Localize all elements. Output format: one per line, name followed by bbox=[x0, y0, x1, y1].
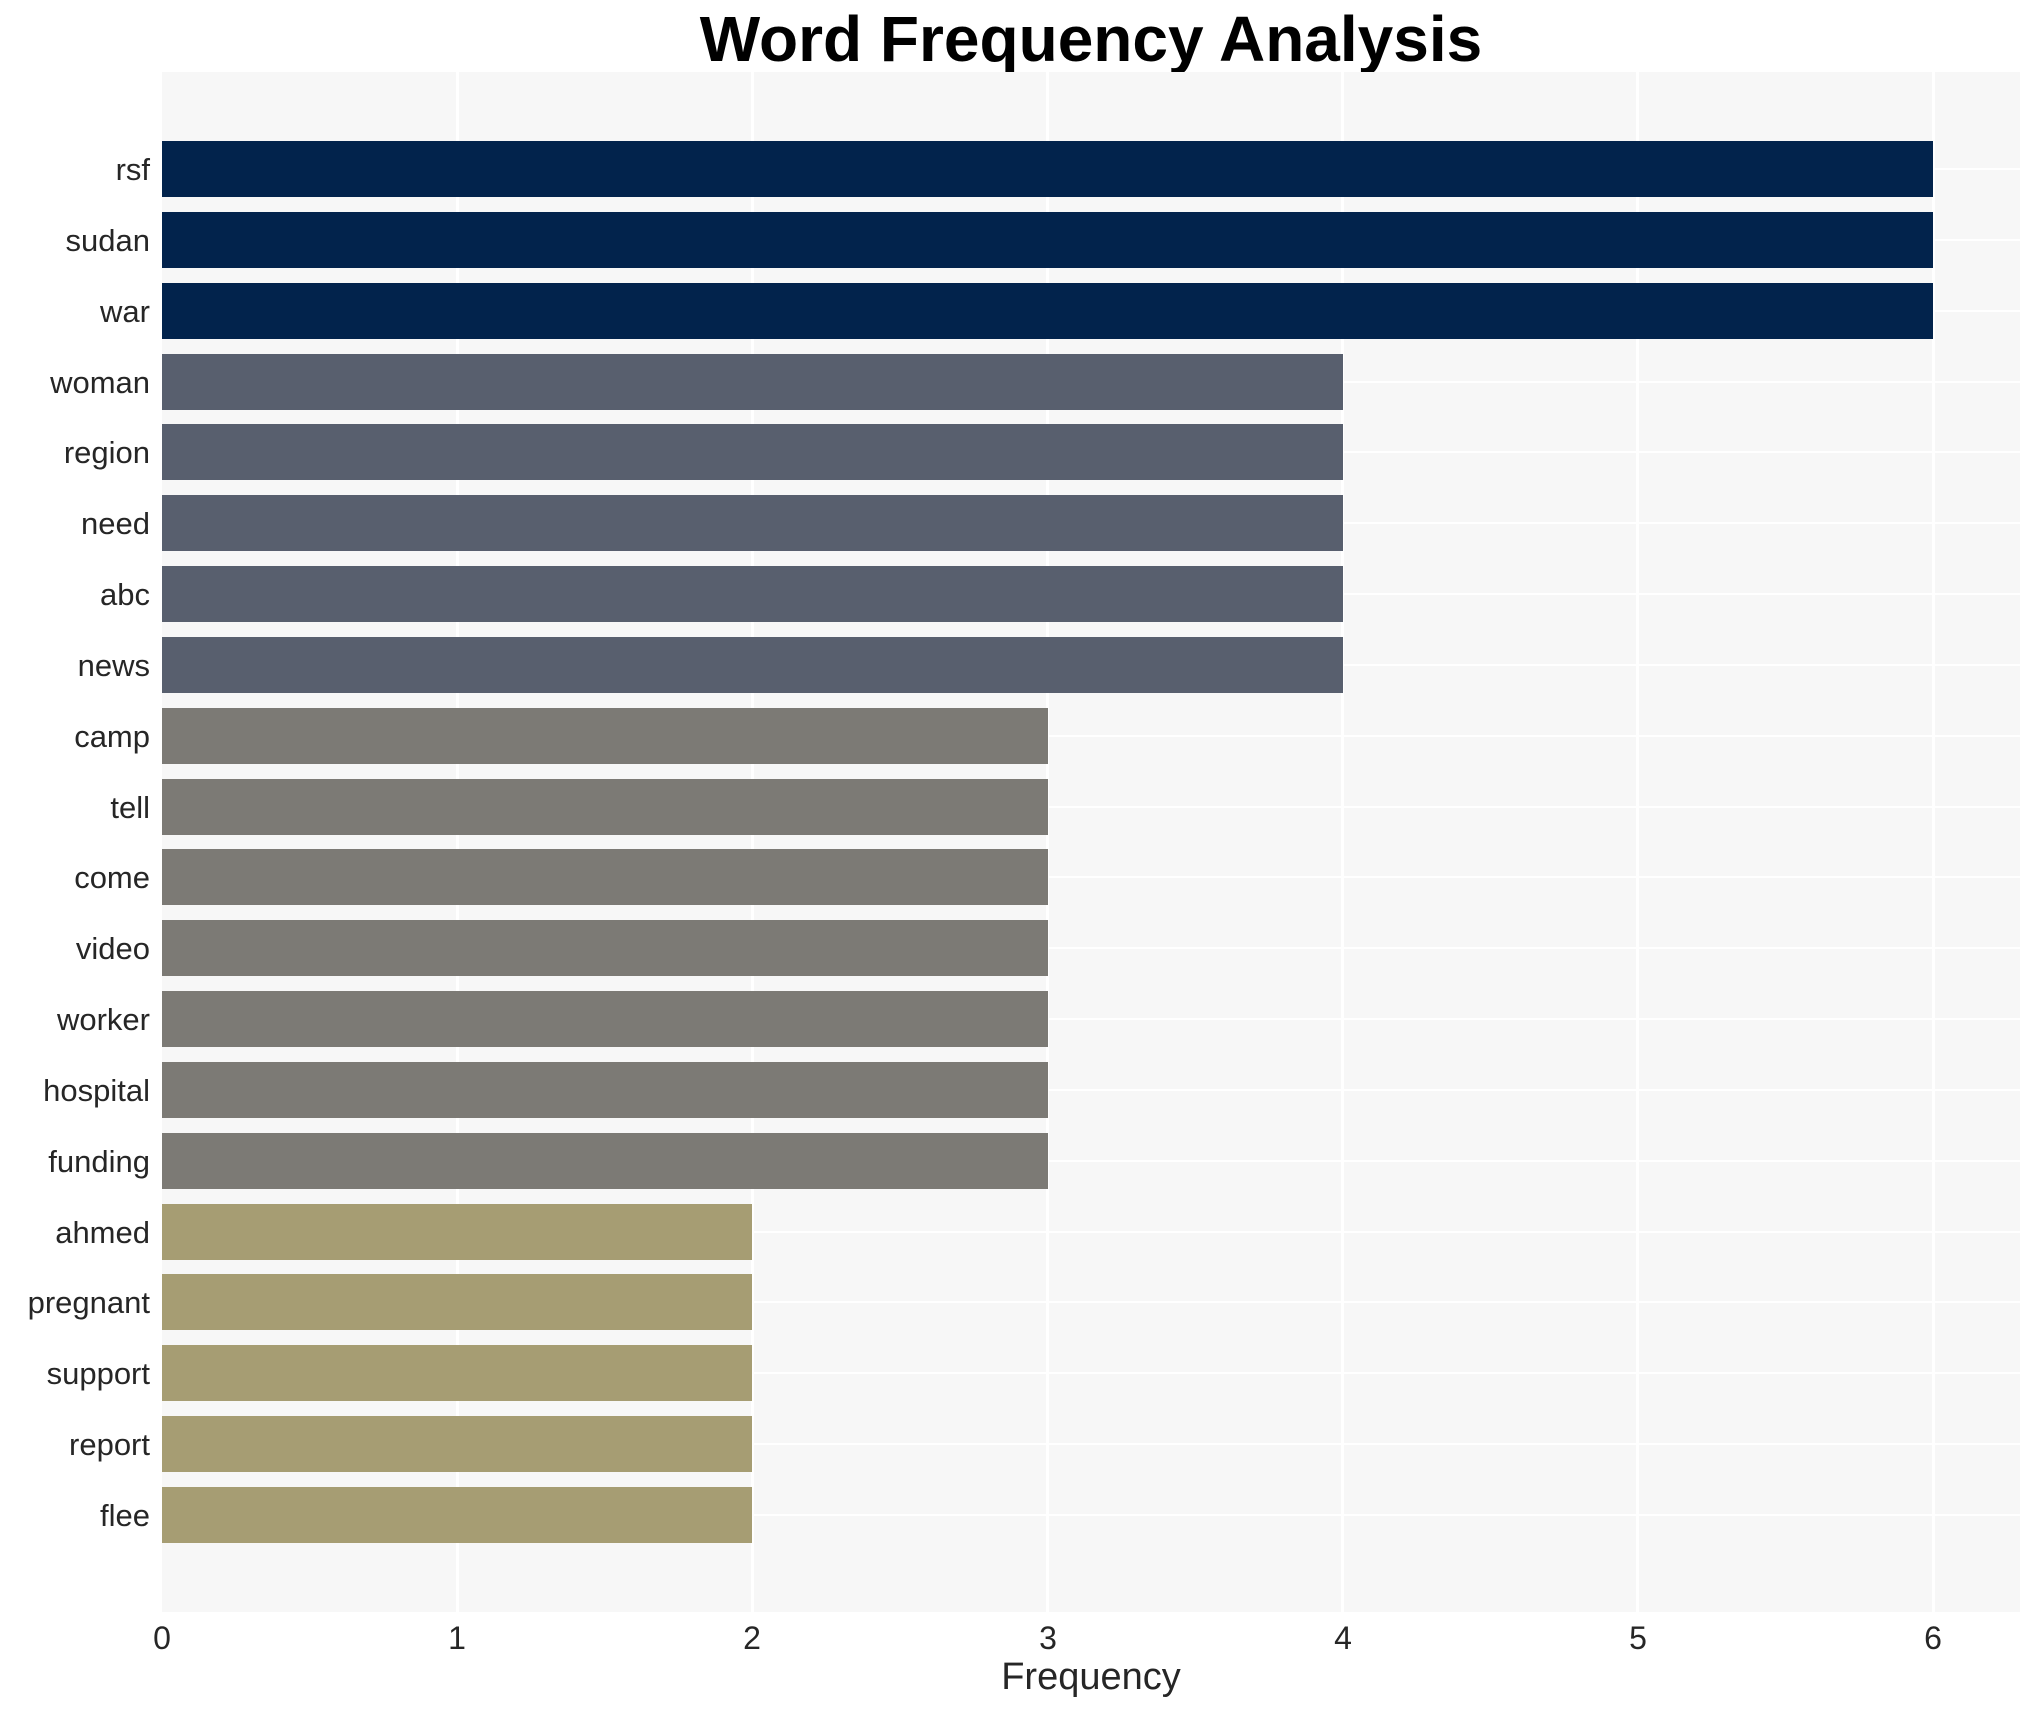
y-gridline bbox=[162, 947, 2020, 949]
y-gridline bbox=[162, 876, 2020, 878]
x-gridline bbox=[1046, 72, 1049, 1612]
x-gridline bbox=[1341, 72, 1344, 1612]
y-tick-label-sudan: sudan bbox=[65, 223, 150, 258]
x-gridline bbox=[1636, 72, 1639, 1612]
y-tick-label-abc: abc bbox=[100, 577, 150, 612]
x-gridline bbox=[751, 72, 754, 1612]
bar-region bbox=[162, 424, 1343, 480]
x-tick-label-3: 3 bbox=[1039, 1620, 1057, 1656]
x-tick-label-5: 5 bbox=[1629, 1620, 1647, 1656]
bar-hospital bbox=[162, 1062, 1048, 1118]
y-gridline bbox=[162, 1372, 2020, 1374]
y-tick-label-support: support bbox=[46, 1356, 150, 1391]
y-gridline bbox=[162, 735, 2020, 737]
y-tick-label-hospital: hospital bbox=[43, 1073, 150, 1108]
y-gridline bbox=[162, 806, 2020, 808]
y-tick-label-funding: funding bbox=[48, 1144, 150, 1179]
bar-news bbox=[162, 637, 1343, 693]
y-gridline bbox=[162, 1443, 2020, 1445]
y-tick-label-come: come bbox=[74, 860, 150, 895]
bar-sudan bbox=[162, 212, 1933, 268]
bar-pregnant bbox=[162, 1274, 752, 1330]
y-tick-label-woman: woman bbox=[50, 365, 150, 400]
x-tick-label-6: 6 bbox=[1924, 1620, 1942, 1656]
y-gridline bbox=[162, 1231, 2020, 1233]
y-gridline bbox=[162, 1018, 2020, 1020]
bar-support bbox=[162, 1345, 752, 1401]
bar-woman bbox=[162, 354, 1343, 410]
x-tick-label-2: 2 bbox=[743, 1620, 761, 1656]
y-tick-label-report: report bbox=[69, 1427, 150, 1462]
y-gridline bbox=[162, 1160, 2020, 1162]
bar-worker bbox=[162, 991, 1048, 1047]
bar-ahmed bbox=[162, 1204, 752, 1260]
bar-funding bbox=[162, 1133, 1048, 1189]
x-gridline bbox=[456, 72, 459, 1612]
y-tick-label-video: video bbox=[75, 931, 150, 966]
x-gridline bbox=[1932, 72, 1935, 1612]
bar-abc bbox=[162, 566, 1343, 622]
y-tick-label-camp: camp bbox=[74, 719, 150, 754]
plot-area bbox=[162, 72, 2020, 1612]
y-tick-label-worker: worker bbox=[56, 1002, 150, 1037]
bar-need bbox=[162, 495, 1343, 551]
y-tick-label-tell: tell bbox=[110, 790, 150, 825]
bar-tell bbox=[162, 779, 1048, 835]
bar-video bbox=[162, 920, 1048, 976]
bar-flee bbox=[162, 1487, 752, 1543]
y-gridline bbox=[162, 1089, 2020, 1091]
y-gridline bbox=[162, 1301, 2020, 1303]
chart-title: Word Frequency Analysis bbox=[699, 3, 1483, 75]
bar-report bbox=[162, 1416, 752, 1472]
y-tick-label-need: need bbox=[81, 506, 150, 541]
bar-come bbox=[162, 849, 1048, 905]
y-tick-label-war: war bbox=[100, 294, 150, 329]
x-tick-label-4: 4 bbox=[1334, 1620, 1352, 1656]
bar-camp bbox=[162, 708, 1048, 764]
y-tick-label-pregnant: pregnant bbox=[27, 1285, 150, 1320]
y-gridline bbox=[162, 1514, 2020, 1516]
x-tick-label-0: 0 bbox=[153, 1620, 171, 1656]
y-tick-label-region: region bbox=[63, 435, 150, 470]
x-axis-label: Frequency bbox=[1001, 1656, 1181, 1698]
y-tick-label-rsf: rsf bbox=[115, 152, 150, 187]
y-tick-label-flee: flee bbox=[100, 1498, 150, 1533]
y-tick-label-ahmed: ahmed bbox=[55, 1215, 150, 1250]
y-tick-label-news: news bbox=[77, 648, 150, 683]
x-tick-label-1: 1 bbox=[448, 1620, 466, 1656]
bar-rsf bbox=[162, 141, 1933, 197]
bar-war bbox=[162, 283, 1933, 339]
